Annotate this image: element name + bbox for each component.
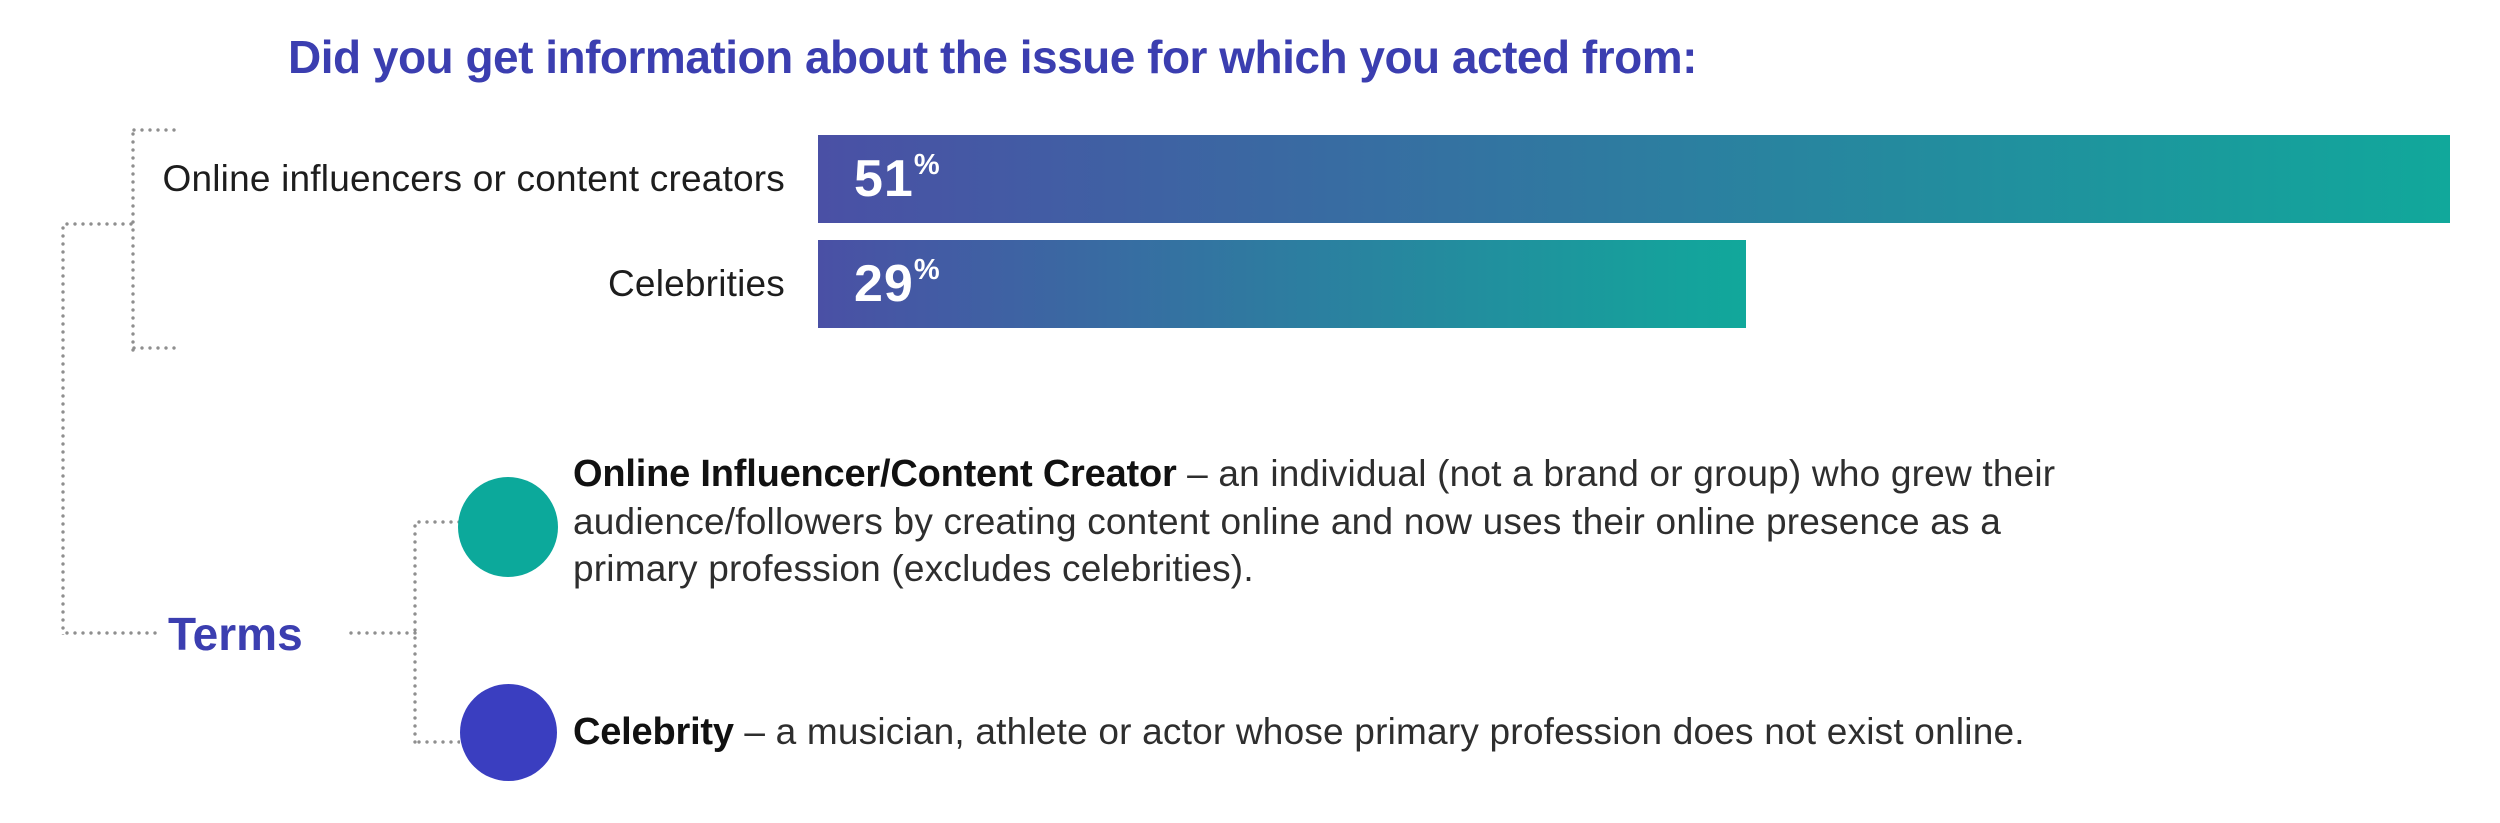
terms-label: Terms: [168, 608, 303, 660]
chart-title: Did you get information about the issue …: [288, 31, 1697, 83]
celebrity-definition: Celebrity – a musician, athlete or actor…: [573, 711, 2025, 753]
bar-label: Online influencers or content creators: [162, 158, 785, 199]
dotted-connector: [415, 740, 460, 744]
dotted-connector: [130, 128, 176, 132]
dotted-connector: [63, 631, 159, 635]
influencer-definition: Online Influencer/Content Creator – an i…: [573, 453, 2056, 589]
dotted-connector: [347, 631, 417, 635]
bar-chart: Online influencers or content creators 51…: [0, 135, 2450, 345]
dotted-connector: [61, 224, 65, 635]
bar: 51%: [818, 135, 2450, 223]
bar-value-label: 51%: [854, 149, 940, 208]
bar-label: Celebrities: [608, 263, 785, 304]
dotted-connector: [415, 520, 460, 524]
bar-row: Online influencers or content creators 51…: [0, 135, 2450, 223]
bar: 29%: [818, 240, 1746, 328]
dotted-connector: [63, 222, 133, 226]
bar-row: Celebrities 29%: [0, 240, 2450, 328]
dotted-connector: [131, 130, 135, 352]
influencer-bullet-icon: [458, 477, 558, 577]
celebrity-bullet-icon: [460, 684, 557, 781]
dotted-connector: [130, 346, 176, 350]
bar-value-label: 29%: [854, 254, 940, 313]
dotted-connector: [413, 522, 417, 744]
